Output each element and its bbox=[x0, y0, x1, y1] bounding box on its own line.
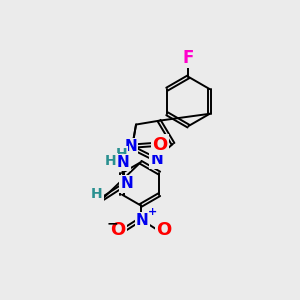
Text: −: − bbox=[107, 216, 118, 230]
Text: N: N bbox=[136, 213, 148, 228]
Text: O: O bbox=[152, 136, 167, 154]
Text: N: N bbox=[117, 155, 129, 170]
Text: F: F bbox=[183, 49, 194, 67]
Text: N: N bbox=[151, 152, 163, 167]
Text: H: H bbox=[91, 187, 103, 201]
Text: N: N bbox=[124, 140, 137, 154]
Text: H: H bbox=[116, 147, 127, 161]
Text: H: H bbox=[105, 154, 116, 168]
Text: O: O bbox=[110, 221, 125, 239]
Text: N: N bbox=[120, 176, 133, 191]
Text: +: + bbox=[148, 207, 157, 218]
Text: O: O bbox=[156, 221, 171, 239]
